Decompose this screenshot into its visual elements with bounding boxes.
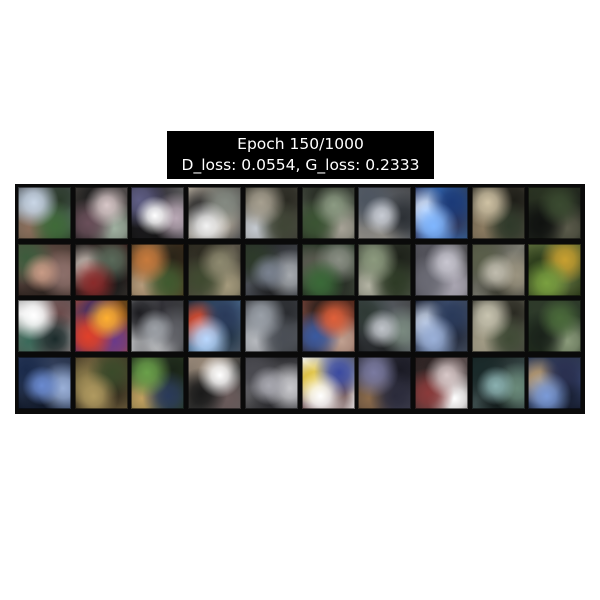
sample-image bbox=[471, 187, 525, 239]
sample-image bbox=[471, 300, 525, 352]
sample-image bbox=[188, 356, 242, 409]
sample-image bbox=[414, 300, 468, 352]
sample-image bbox=[74, 356, 128, 409]
loss-label: D_loss: 0.0554, G_loss: 0.2333 bbox=[181, 156, 420, 174]
sample-image bbox=[358, 356, 412, 409]
sample-image bbox=[74, 243, 128, 296]
sample-image bbox=[471, 243, 525, 296]
sample-image bbox=[244, 243, 298, 296]
sample-image bbox=[528, 300, 582, 352]
sample-image bbox=[18, 356, 71, 409]
sample-image bbox=[244, 300, 298, 352]
sample-image bbox=[18, 300, 71, 352]
sample-image bbox=[358, 300, 412, 352]
sample-image bbox=[188, 300, 242, 352]
sample-image bbox=[414, 187, 468, 239]
sample-image bbox=[301, 243, 355, 296]
sample-image bbox=[131, 356, 185, 409]
sample-image bbox=[244, 187, 298, 239]
sample-image bbox=[131, 300, 185, 352]
sample-image bbox=[301, 356, 355, 409]
epoch-label: Epoch 150/1000 bbox=[237, 135, 364, 153]
sample-image bbox=[244, 356, 298, 409]
sample-image bbox=[471, 356, 525, 409]
sample-image bbox=[414, 243, 468, 296]
sample-image bbox=[414, 356, 468, 409]
sample-image bbox=[188, 187, 242, 239]
sample-image bbox=[188, 243, 242, 296]
sample-image bbox=[74, 187, 128, 239]
sample-image bbox=[528, 356, 582, 409]
sample-image-grid bbox=[15, 184, 585, 414]
sample-image bbox=[131, 187, 185, 239]
sample-image bbox=[74, 300, 128, 352]
sample-image bbox=[528, 243, 582, 296]
sample-image bbox=[301, 300, 355, 352]
figure-title: Epoch 150/1000 D_loss: 0.0554, G_loss: 0… bbox=[167, 131, 434, 179]
sample-image bbox=[18, 187, 71, 239]
sample-image bbox=[358, 187, 412, 239]
sample-image bbox=[301, 187, 355, 239]
sample-image bbox=[528, 187, 582, 239]
sample-image bbox=[358, 243, 412, 296]
sample-image bbox=[18, 243, 71, 296]
sample-image bbox=[131, 243, 185, 296]
